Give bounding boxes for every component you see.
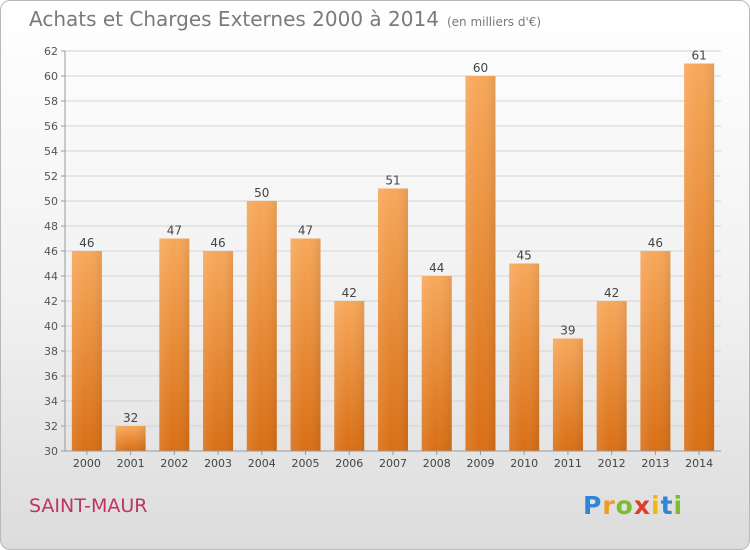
data-label: 44 bbox=[429, 261, 444, 275]
x-axis: 2000 2001 2002 2003 2004 2005 2006 2007 2008 2009… bbox=[65, 450, 721, 470]
data-label: 60 bbox=[473, 61, 488, 75]
x-tick-label: 2012 bbox=[598, 457, 626, 470]
proxiti-logo: Proxiti bbox=[583, 491, 683, 520]
y-tick-label: 38 bbox=[44, 345, 58, 358]
data-label: 32 bbox=[123, 411, 138, 425]
bar-shade-2001 bbox=[115, 426, 146, 451]
y-tick-label: 58 bbox=[44, 95, 58, 108]
data-label: 61 bbox=[691, 49, 706, 63]
bar-shade-2010 bbox=[509, 263, 540, 451]
bar-shade-2003 bbox=[203, 251, 234, 451]
y-tick-label: 36 bbox=[44, 370, 58, 383]
bar-shade-2013 bbox=[640, 251, 671, 451]
bar-shade-2002 bbox=[159, 238, 190, 451]
x-tick-label: 2000 bbox=[73, 457, 101, 470]
data-label: 47 bbox=[167, 224, 182, 238]
bar-shade-2000 bbox=[71, 251, 102, 451]
commune-name: SAINT-MAUR bbox=[29, 495, 148, 517]
chart-subtitle: (en milliers d'€) bbox=[446, 15, 542, 29]
y-tick-label: 42 bbox=[44, 295, 58, 308]
chart-title: Achats et Charges Externes 2000 à 2014 (e… bbox=[29, 7, 541, 31]
x-tick-label: 2010 bbox=[510, 457, 538, 470]
bar-shade-2006 bbox=[334, 301, 365, 451]
x-tick-label: 2005 bbox=[292, 457, 320, 470]
y-axis: 30 32 34 36 38 40 42 44 46 48 50 52 54 56 58 60 62 bbox=[44, 45, 66, 458]
y-tick-label: 40 bbox=[44, 320, 58, 333]
data-label: 45 bbox=[517, 249, 532, 263]
logo-letter: r bbox=[602, 491, 616, 520]
x-tick-label: 2007 bbox=[379, 457, 407, 470]
y-tick-label: 50 bbox=[44, 195, 58, 208]
y-tick-label: 60 bbox=[44, 70, 58, 83]
bar-shade-2007 bbox=[378, 188, 408, 451]
data-label: 47 bbox=[298, 224, 313, 238]
y-tick-label: 34 bbox=[44, 395, 58, 408]
data-label: 42 bbox=[604, 286, 619, 300]
logo-letter: t bbox=[660, 491, 674, 520]
data-label: 51 bbox=[385, 174, 400, 188]
y-tick-label: 30 bbox=[44, 445, 58, 458]
data-label: 46 bbox=[79, 236, 94, 250]
bar-shade-2011 bbox=[552, 338, 583, 451]
logo-letter: o bbox=[615, 491, 634, 520]
x-tick-label: 2001 bbox=[117, 457, 145, 470]
chart-title-text: Achats et Charges Externes 2000 à 2014 bbox=[29, 7, 439, 31]
x-tick-label: 2009 bbox=[466, 457, 494, 470]
bar-shade-2009 bbox=[465, 76, 496, 451]
x-tick-label: 2011 bbox=[554, 457, 582, 470]
y-tick-label: 46 bbox=[44, 245, 58, 258]
x-tick-label: 2014 bbox=[685, 457, 713, 470]
x-tick-label: 2013 bbox=[641, 457, 669, 470]
data-label: 46 bbox=[648, 236, 663, 250]
bar-shade-2005 bbox=[290, 238, 321, 451]
logo-letter: x bbox=[633, 491, 651, 520]
x-tick-label: 2006 bbox=[335, 457, 363, 470]
bar-shade-2014 bbox=[684, 63, 715, 451]
bar-shade-2008 bbox=[421, 276, 452, 451]
x-tick-label: 2003 bbox=[204, 457, 232, 470]
x-tick-label: 2002 bbox=[160, 457, 188, 470]
data-label: 39 bbox=[560, 324, 575, 338]
y-tick-label: 56 bbox=[44, 120, 58, 133]
logo-letter: i bbox=[651, 491, 661, 520]
data-label: 42 bbox=[342, 286, 357, 300]
y-tick-label: 44 bbox=[44, 270, 58, 283]
y-tick-label: 52 bbox=[44, 170, 58, 183]
bar-shade-2012 bbox=[596, 301, 627, 451]
y-tick-label: 32 bbox=[44, 420, 58, 433]
data-label: 50 bbox=[254, 186, 269, 200]
logo-letter: P bbox=[583, 491, 603, 520]
x-tick-label: 2004 bbox=[248, 457, 276, 470]
x-tick-label: 2008 bbox=[423, 457, 451, 470]
bar-shade-2004 bbox=[246, 201, 277, 451]
data-label: 46 bbox=[210, 236, 225, 250]
bars: 46 32 47 46 50 47 42 51 44 60 45 39 42 46 61 bbox=[71, 49, 715, 451]
logo-letter: i bbox=[673, 491, 684, 520]
y-tick-label: 54 bbox=[44, 145, 58, 158]
y-tick-label: 62 bbox=[44, 45, 58, 58]
y-tick-label: 48 bbox=[44, 220, 58, 233]
